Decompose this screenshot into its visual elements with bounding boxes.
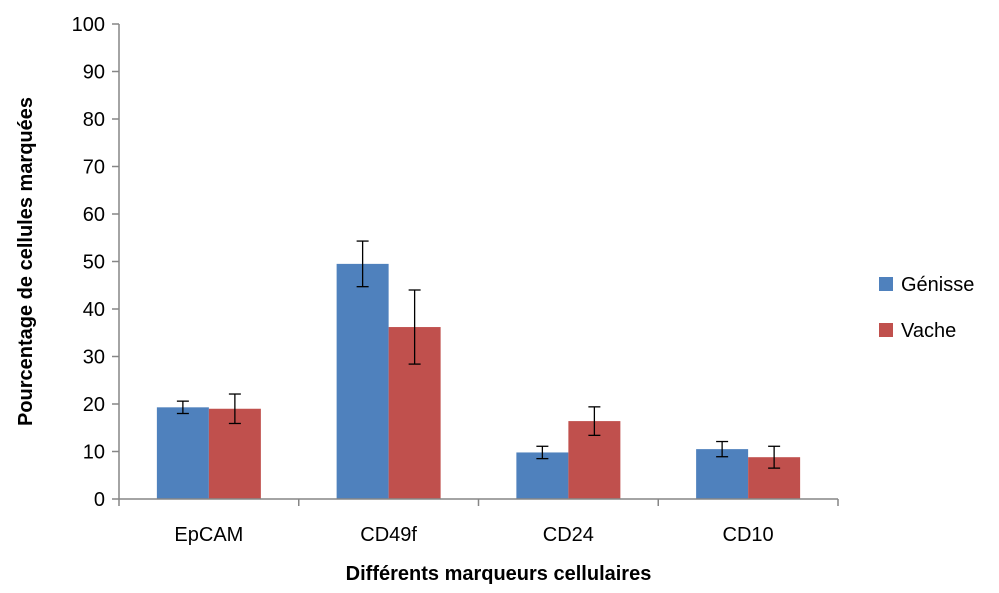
bar-cd24-genisse	[516, 452, 569, 499]
legend-label: Génisse	[901, 274, 974, 296]
y-tick-label: 0	[94, 489, 105, 511]
y-axis-ticks: 0 10 20 30 40 50 60 70 80 90 100	[72, 14, 119, 511]
y-tick-label: 40	[83, 299, 105, 321]
bar-cd10-genisse	[696, 449, 749, 499]
y-tick-label: 100	[72, 14, 105, 36]
legend: Génisse Vache	[879, 274, 974, 342]
x-tick-label: CD24	[543, 524, 594, 546]
y-tick-label: 50	[83, 252, 105, 274]
error-bar	[588, 406, 601, 437]
x-axis-category-labels: EpCAM CD49f CD24 CD10	[174, 524, 773, 546]
legend-item: Génisse	[879, 274, 974, 296]
y-tick-label: 90	[83, 62, 105, 84]
x-axis-title: Différents marqueurs cellulaires	[346, 563, 652, 585]
error-bar	[408, 289, 421, 365]
y-tick-label: 60	[83, 204, 105, 226]
bar-cd49f-genisse	[336, 263, 389, 499]
error-bar	[228, 393, 241, 425]
legend-swatch	[879, 277, 893, 291]
y-tick-label: 80	[83, 109, 105, 131]
y-axis-title: Pourcentage de cellules marquées	[15, 97, 37, 426]
error-bars-group	[176, 240, 781, 469]
error-bar	[176, 400, 189, 415]
x-axis-ticks	[118, 499, 839, 506]
x-tick-label: CD10	[723, 524, 774, 546]
error-bar	[768, 445, 781, 469]
bars-group	[156, 263, 801, 499]
x-tick-label: CD49f	[360, 524, 417, 546]
y-tick-label: 30	[83, 347, 105, 369]
legend-swatch	[879, 323, 893, 337]
error-bar	[356, 240, 369, 288]
error-bar	[716, 440, 729, 458]
legend-item: Vache	[879, 320, 956, 342]
error-bar	[536, 445, 549, 460]
y-tick-label: 20	[83, 394, 105, 416]
y-tick-label: 70	[83, 157, 105, 179]
x-tick-label: EpCAM	[174, 524, 243, 546]
bar-epcam-genisse	[156, 407, 209, 499]
y-tick-label: 10	[83, 442, 105, 464]
legend-label: Vache	[901, 320, 956, 342]
